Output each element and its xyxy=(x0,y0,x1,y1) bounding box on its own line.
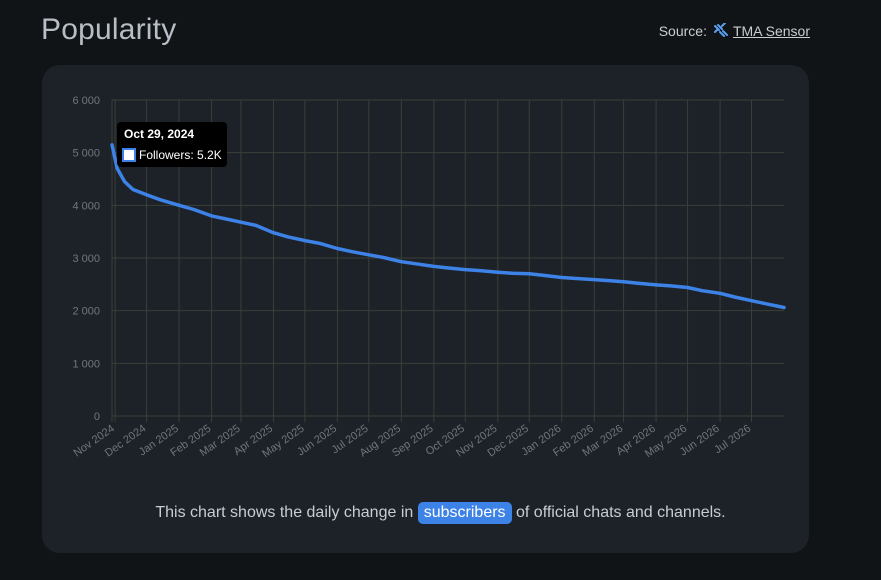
caption-after: of official chats and channels. xyxy=(516,504,726,521)
y-tick-label: 1 000 xyxy=(72,358,100,370)
tooltip-row: Followers: 5.2K xyxy=(122,148,222,162)
tooltip-value: Followers: 5.2K xyxy=(139,148,222,162)
y-tick-label: 3 000 xyxy=(72,253,100,265)
chart-caption: This chart shows the daily change in sub… xyxy=(0,502,881,524)
y-axis-ticks: 0 1 000 2 000 3 000 4 000 5 000 6 000 xyxy=(72,95,100,423)
page-title: Popularity xyxy=(41,13,177,46)
y-tick-label: 5 000 xyxy=(72,148,100,160)
tooltip-date: Oct 29, 2024 xyxy=(124,127,195,141)
caption-before: This chart shows the daily change in xyxy=(155,504,414,521)
tma-sensor-icon xyxy=(713,22,729,39)
chart-series xyxy=(110,143,786,310)
chart-grid xyxy=(111,99,784,422)
subscribers-highlight[interactable]: subscribers xyxy=(417,502,512,524)
tooltip-series-swatch xyxy=(122,148,136,162)
source-link[interactable]: TMA Sensor xyxy=(732,23,810,39)
source-attribution: Source: TMA Sensor xyxy=(658,22,810,39)
followers-series-line xyxy=(110,143,786,310)
y-tick-label: 0 xyxy=(94,411,100,423)
y-tick-label: 6 000 xyxy=(72,95,100,107)
chart-tooltip: Oct 29, 2024 Followers: 5.2K xyxy=(117,122,227,167)
y-tick-label: 2 000 xyxy=(72,306,100,318)
source-label: Source: xyxy=(658,23,707,39)
y-tick-label: 4 000 xyxy=(72,200,100,212)
